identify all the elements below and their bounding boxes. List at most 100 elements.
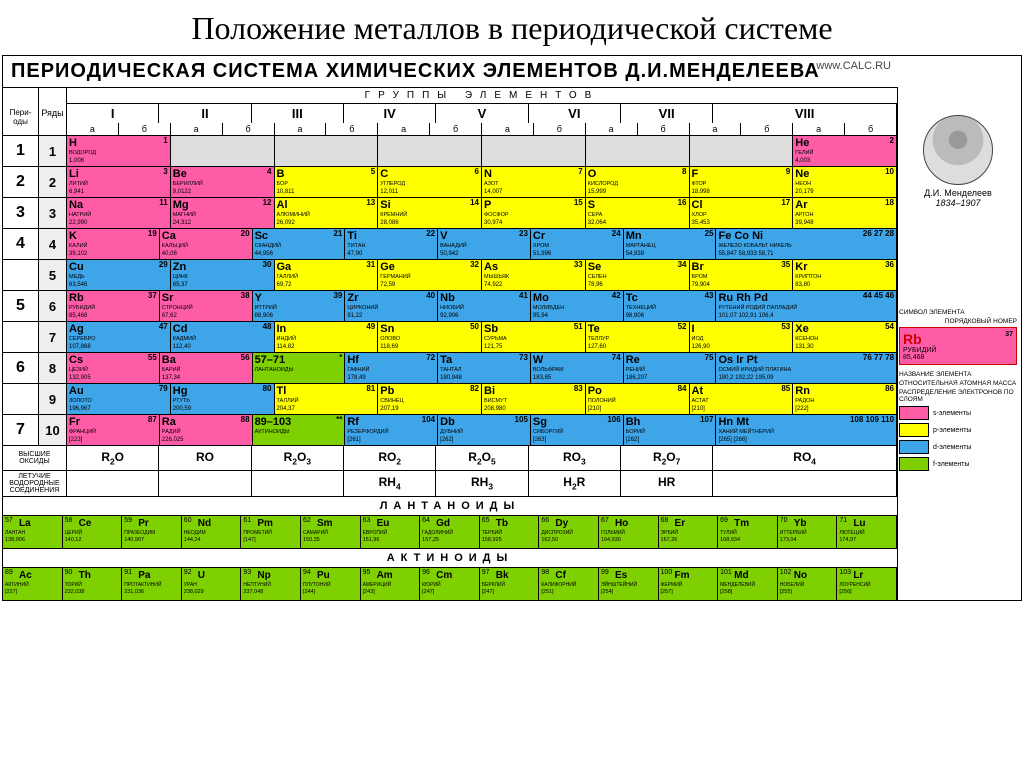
element-C: C6 УГЛЕРОД12,011 [378, 167, 482, 197]
subgroup-header: б [119, 123, 171, 135]
hydride-formula [252, 471, 344, 496]
legend: СИМВОЛ ЭЛЕМЕНТА ПОРЯДКОВЫЙ НОМЕР Rb 37 Р… [899, 307, 1017, 474]
row-number: 6 [39, 291, 67, 321]
legend-color-box [899, 423, 929, 437]
element-Bk: 97Bk БЕРКЛИЙ[247] [480, 568, 540, 600]
element-Sm: 62Sm САМАРИЙ150,35 [301, 516, 361, 548]
subgroup-header: б [534, 123, 586, 135]
oxides-label: ВЫСШИЕ ОКСИДЫ [3, 446, 67, 470]
oxide-formula: R2O5 [436, 446, 528, 470]
element-N: N7 АЗОТ14,007 [482, 167, 586, 197]
element-Md: 101Md МЕНДЕЛЕВИЙ[258] [718, 568, 778, 600]
element-O: O8 КИСЛОРОД15,999 [586, 167, 690, 197]
element-S: S16 СЕРА32,064 [586, 198, 690, 228]
empty-cell [586, 136, 690, 166]
element-Xe: Xe54 КСЕНОН131,30 [793, 322, 897, 352]
subgroup-header: а [690, 123, 742, 135]
subgroup-header: а [275, 123, 327, 135]
element-Zn: Zn30 ЦИНК65,37 [171, 260, 275, 290]
element-Lu: 71Lu ЛЮТЕЦИЙ174,97 [837, 516, 897, 548]
element-He: He2 ГЕЛИЙ4,003 [793, 136, 897, 166]
element-Bi: Bi83 ВИСМУТ208,980 [482, 384, 586, 414]
element-Mo: Mo42 МОЛИБДЕН95,94 [531, 291, 624, 321]
element-Fr: Fr87 ФРАНЦИЙ[223] [67, 415, 160, 445]
group-header-III: III [252, 104, 344, 123]
group-header-VIII: VIII [713, 104, 897, 123]
element-Eu: 63Eu ЕВРОПИЙ151,96 [361, 516, 421, 548]
hydrides-label: ЛЕТУЧИЕ ВОДОРОДНЫЕ СОЕДИНЕНИЯ [3, 471, 67, 496]
subgroup-header: б [845, 123, 897, 135]
element-Nd: 60Nd НЕОДИМ144,24 [182, 516, 242, 548]
period-row-6-9: 9 Au79 ЗОЛОТО196,967 Hg80 РТУТЬ200,59 Tl… [3, 383, 897, 414]
legend-color-box [899, 440, 929, 454]
group-header-VII: VII [621, 104, 713, 123]
element-Hn Mt: Hn Mt108 109 110 ХАНИЙ МЕЙТНЕРИЙ[265] [2… [716, 415, 897, 445]
element-F: F9 ФТОР18,998 [690, 167, 794, 197]
element-Ar: Ar18 АРГОН39,948 [793, 198, 897, 228]
element-At: At85 АСТАТ[210] [690, 384, 794, 414]
element-Db: Db105 ДУБНИЙ[262] [438, 415, 531, 445]
rows-header: Ряды [39, 88, 67, 135]
group-header-I: I [67, 104, 159, 123]
period-row-7-10: 710 Fr87 ФРАНЦИЙ[223] Ra88 РАДИЙ226,025 … [3, 414, 897, 445]
page-title: Положение металлов в периодической систе… [0, 0, 1024, 55]
element-Np: 93Np НЕПТУНИЙ237,048 [241, 568, 301, 600]
period-row-5-7: 7 Ag47 СЕРЕБРО107,868 Cd48 КАДМИЙ112,40 … [3, 321, 897, 352]
row-number: 3 [39, 198, 67, 228]
legend-mass-label: ОТНОСИТЕЛЬНАЯ АТОМНАЯ МАССА [899, 380, 1017, 387]
element-Br: Br35 БРОМ79,904 [690, 260, 794, 290]
element-Ac: 89Ac АКТИНИЙ[227] [3, 568, 63, 600]
period-number: 2 [3, 167, 39, 197]
subgroup-header: а [482, 123, 534, 135]
period-row-4-4: 44 K19 КАЛИЙ39,102 Ca20 КАЛЬЦИЙ40,08 Sc2… [3, 228, 897, 259]
element-Cr: Cr24 ХРОМ51,996 [531, 229, 624, 259]
element-Sr: Sr38 СТРОНЦИЙ87,62 [160, 291, 253, 321]
element-Y: Y39 ИТТРИЙ88,906 [253, 291, 346, 321]
legend-block-label: f-элементы [933, 461, 969, 468]
row-number: 10 [39, 415, 67, 445]
element-Yb: 70Yb ИТТЕРБИЙ173,04 [778, 516, 838, 548]
series-row: 89Ac АКТИНИЙ[227] 90Th ТОРИЙ232,038 91Pa… [3, 567, 897, 600]
period-row-4-5: 5 Cu29 МЕДЬ63,546 Zn30 ЦИНК65,37 Ga31 ГА… [3, 259, 897, 290]
period-number: 5 [3, 291, 39, 321]
hydride-formula: HR [621, 471, 713, 496]
row-number: 5 [39, 260, 67, 290]
hydride-formula: H2R [529, 471, 621, 496]
element-Re: Re75 РЕНИЙ186,207 [624, 353, 717, 383]
element-Os Ir Pt: Os Ir Pt76 77 78 ОСМИЙ ИРИДИЙ ПЛАТИНА190… [716, 353, 897, 383]
element-Cm: 96Cm КЮРИЙ[247] [420, 568, 480, 600]
series-title-АКТИНОИДЫ: АКТИНОИДЫ [3, 548, 897, 567]
element-In: In49 ИНДИЙ114,82 [275, 322, 379, 352]
series-row: 57La ЛАНТАН138,906 58Ce ЦЕРИЙ140,12 59Pr… [3, 515, 897, 548]
row-number: 9 [39, 384, 67, 414]
element-Hg: Hg80 РТУТЬ200,59 [171, 384, 275, 414]
element-Ru Rh Pd: Ru Rh Pd44 45 46 РУТЕНИЙ РОДИЙ ПАЛЛАДИЙ1… [716, 291, 897, 321]
element-Mg: Mg12 МАГНИЙ24,312 [171, 198, 275, 228]
row-number: 7 [39, 322, 67, 352]
element-Ho: 67Ho ГОЛЬМИЙ164,930 [599, 516, 659, 548]
legend-block-item: f-элементы [899, 457, 1017, 471]
element-V: V23 ВАНАДИЙ50,942 [438, 229, 531, 259]
periods-header: Пери-оды [3, 88, 39, 135]
element-Ag: Ag47 СЕРЕБРО107,868 [67, 322, 171, 352]
period-row-5-6: 56 Rb37 РУБИДИЙ85,468 Sr38 СТРОНЦИЙ87,62… [3, 290, 897, 321]
element-Na: Na11 НАТРИЙ22,990 [67, 198, 171, 228]
element-Dy: 66Dy ДИСПРОЗИЙ162,50 [539, 516, 599, 548]
legend-name-label: НАЗВАНИЕ ЭЛЕМЕНТА [899, 371, 1017, 378]
subgroup-header: б [430, 123, 482, 135]
element-I: I53 ИОД126,90 [690, 322, 794, 352]
element-Ti: Ti22 ТИТАН47,90 [345, 229, 438, 259]
period-number: 6 [3, 353, 39, 383]
hydride-formula [159, 471, 251, 496]
period-number: 7 [3, 415, 39, 445]
subgroup-header: а [793, 123, 845, 135]
element-Zr: Zr40 ЦИРКОНИЙ91,22 [345, 291, 438, 321]
element-Ta: Ta73 ТАНТАЛ180,948 [438, 353, 531, 383]
source-url: www.CALC.RU [816, 60, 891, 72]
subgroup-header: б [638, 123, 690, 135]
element-Au: Au79 ЗОЛОТО196,967 [67, 384, 171, 414]
element-As: As33 МЫШЬЯК74,922 [482, 260, 586, 290]
oxide-formula: R2O7 [621, 446, 713, 470]
legend-symbol-label: СИМВОЛ ЭЛЕМЕНТА [899, 309, 1017, 316]
element-Ga: Ga31 ГАЛЛИЙ69,72 [275, 260, 379, 290]
